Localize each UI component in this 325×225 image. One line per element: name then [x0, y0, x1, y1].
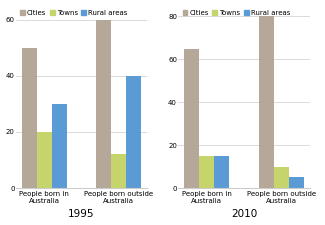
- Bar: [111, 154, 126, 188]
- Bar: [22, 48, 37, 188]
- Bar: [199, 156, 214, 188]
- Bar: [37, 132, 52, 188]
- Bar: [97, 20, 111, 188]
- Bar: [52, 104, 67, 188]
- Legend: Cities, Towns, Rural areas: Cities, Towns, Rural areas: [20, 9, 128, 16]
- Bar: [184, 49, 199, 188]
- Bar: [126, 76, 141, 188]
- X-axis label: 2010: 2010: [231, 209, 257, 219]
- Bar: [214, 156, 229, 188]
- Bar: [259, 16, 274, 188]
- Bar: [289, 177, 304, 188]
- X-axis label: 1995: 1995: [68, 209, 95, 219]
- Legend: Cities, Towns, Rural areas: Cities, Towns, Rural areas: [182, 9, 291, 16]
- Bar: [274, 167, 289, 188]
